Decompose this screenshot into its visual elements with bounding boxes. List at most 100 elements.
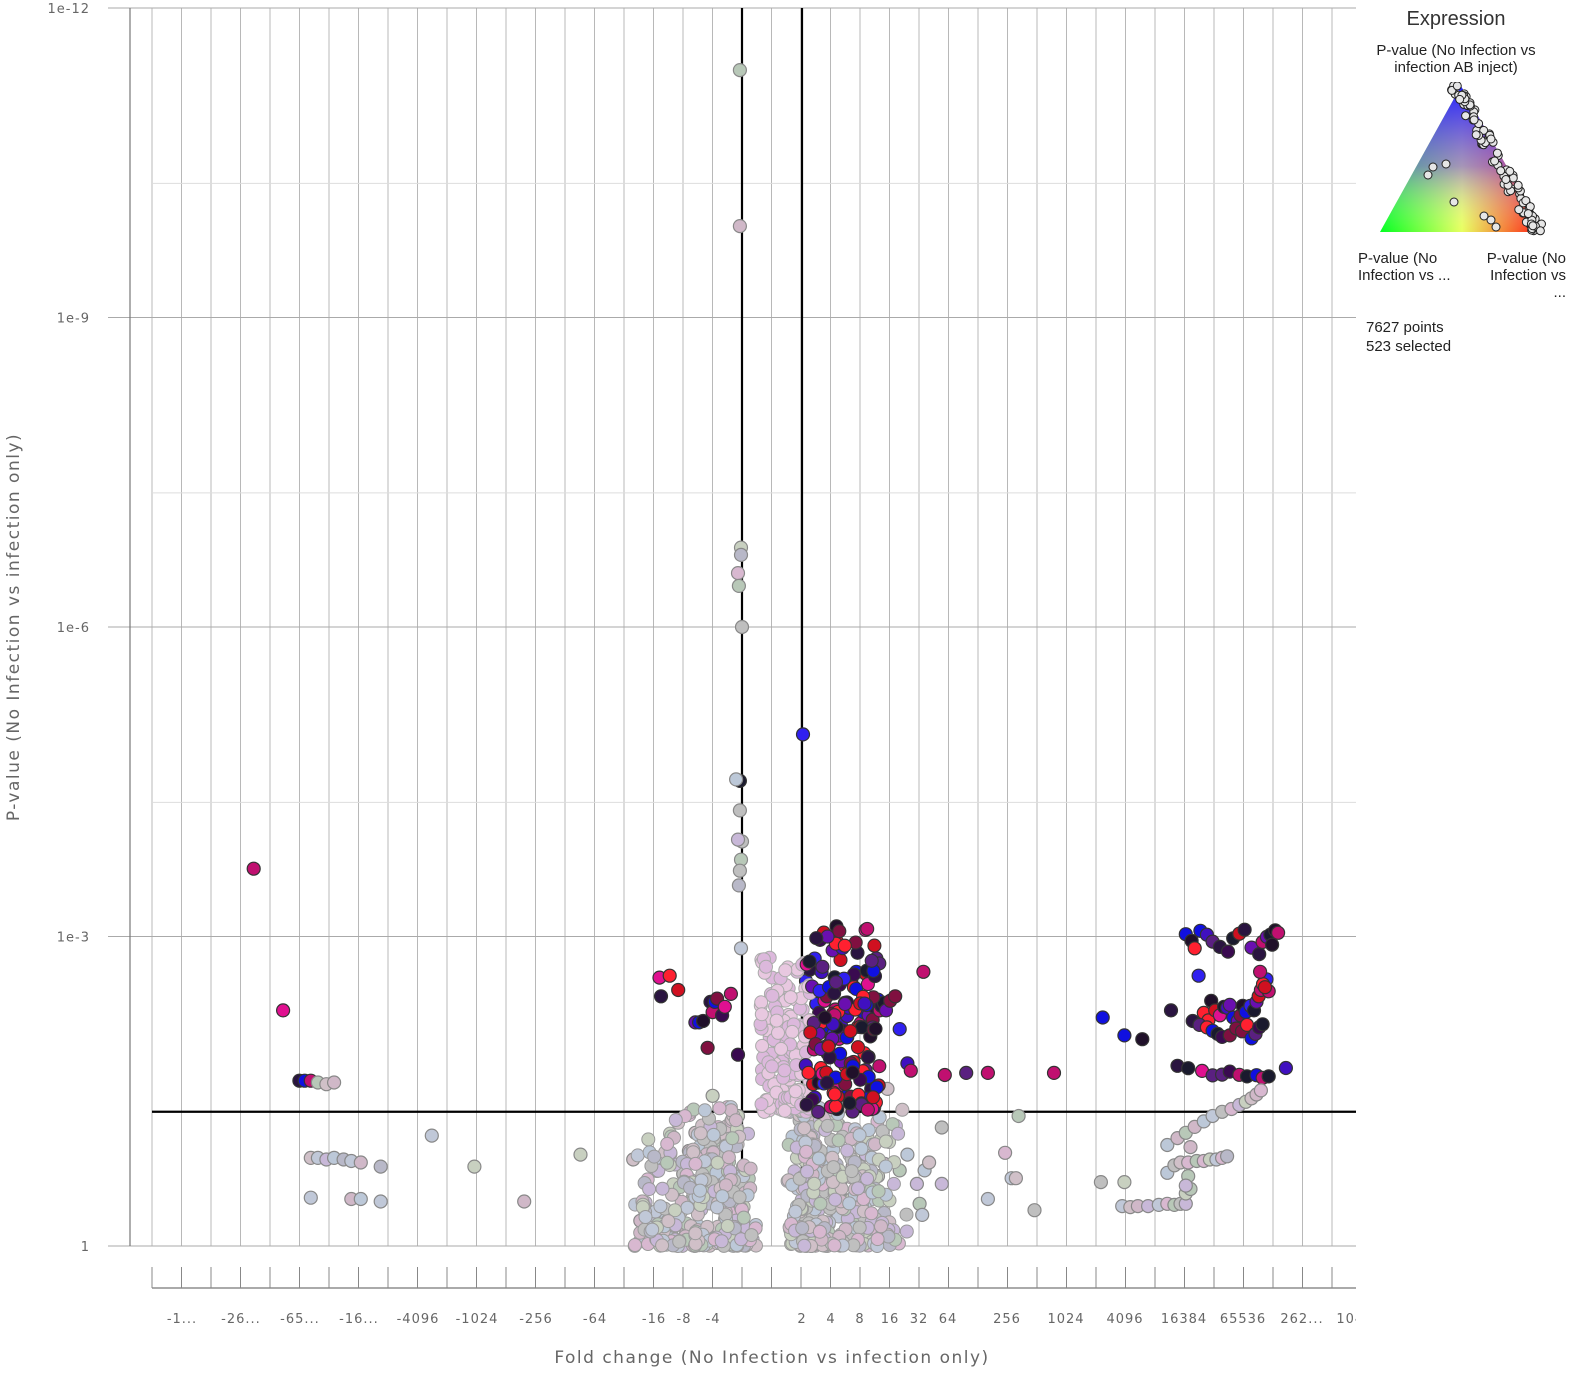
unselected-point[interactable]	[899, 1224, 914, 1239]
selected-point[interactable]	[860, 921, 875, 936]
unselected-point[interactable]	[777, 1103, 792, 1118]
selected-point[interactable]	[1046, 1065, 1062, 1081]
unselected-point[interactable]	[573, 1147, 588, 1162]
selected-point[interactable]	[850, 1040, 866, 1055]
unselected-point[interactable]	[693, 1126, 708, 1141]
unselected-point[interactable]	[878, 1134, 893, 1149]
unselected-point[interactable]	[720, 1219, 735, 1233]
unselected-point[interactable]	[783, 990, 798, 1005]
selected-point[interactable]	[828, 1099, 843, 1114]
selected-point[interactable]	[811, 1104, 826, 1119]
selected-point[interactable]	[857, 996, 872, 1011]
selected-point[interactable]	[916, 964, 931, 979]
unselected-point[interactable]	[820, 1118, 835, 1133]
selected-point[interactable]	[821, 1039, 836, 1054]
selected-point[interactable]	[1135, 1032, 1150, 1047]
unselected-point[interactable]	[668, 1203, 682, 1218]
unselected-point[interactable]	[712, 1101, 727, 1116]
selected-point[interactable]	[903, 1063, 918, 1078]
selected-point[interactable]	[723, 986, 739, 1002]
selected-point[interactable]	[1191, 968, 1206, 983]
unselected-point[interactable]	[714, 1234, 729, 1249]
unselected-point[interactable]	[728, 1113, 743, 1128]
unselected-point[interactable]	[1219, 1149, 1235, 1164]
unselected-point[interactable]	[795, 1221, 810, 1235]
selected-point[interactable]	[845, 1065, 860, 1080]
unselected-point[interactable]	[827, 1238, 842, 1253]
selected-point[interactable]	[815, 959, 830, 974]
selected-point[interactable]	[867, 938, 882, 953]
selected-point[interactable]	[700, 1040, 715, 1055]
unselected-point[interactable]	[811, 1151, 826, 1166]
unselected-point[interactable]	[800, 1164, 815, 1179]
selected-point[interactable]	[827, 1087, 842, 1102]
unselected-point[interactable]	[327, 1075, 342, 1090]
unselected-point[interactable]	[900, 1147, 915, 1162]
unselected-point[interactable]	[1183, 1139, 1198, 1155]
selected-point[interactable]	[730, 1047, 746, 1062]
selected-point[interactable]	[809, 931, 824, 946]
unselected-point[interactable]	[777, 1063, 792, 1078]
unselected-point[interactable]	[886, 1176, 901, 1191]
selected-point[interactable]	[802, 954, 817, 969]
selected-point[interactable]	[837, 938, 852, 953]
unselected-point[interactable]	[852, 1128, 867, 1143]
unselected-point[interactable]	[785, 1024, 800, 1039]
unselected-point[interactable]	[840, 1143, 855, 1158]
unselected-point[interactable]	[732, 219, 748, 234]
unselected-point[interactable]	[864, 1206, 879, 1221]
unselected-point[interactable]	[373, 1159, 388, 1174]
unselected-point[interactable]	[672, 1234, 687, 1249]
unselected-point[interactable]	[826, 1160, 841, 1175]
unselected-point[interactable]	[730, 832, 746, 847]
unselected-point[interactable]	[733, 547, 749, 563]
selected-point[interactable]	[892, 1021, 907, 1037]
selected-point[interactable]	[1278, 1060, 1294, 1076]
selected-point[interactable]	[820, 1075, 835, 1090]
unselected-point[interactable]	[424, 1128, 439, 1143]
unselected-point[interactable]	[303, 1190, 318, 1205]
selected-point[interactable]	[843, 1024, 858, 1039]
selected-point[interactable]	[1270, 925, 1286, 940]
unselected-point[interactable]	[353, 1191, 368, 1207]
unselected-point[interactable]	[725, 1131, 740, 1146]
unselected-point[interactable]	[731, 578, 747, 594]
unselected-point[interactable]	[771, 1025, 785, 1040]
selected-point[interactable]	[832, 924, 847, 939]
volcano-plot[interactable]: 1e-12 1e-9 1e-6 1e-3 1 -1... -26... -65... -16.…	[0, 0, 1356, 1394]
unselected-point[interactable]	[1027, 1203, 1042, 1218]
unselected-point[interactable]	[1178, 1178, 1193, 1193]
unselected-point[interactable]	[680, 1200, 695, 1215]
unselected-point[interactable]	[744, 1228, 759, 1243]
selected-point[interactable]	[868, 1021, 883, 1036]
unselected-point[interactable]	[934, 1176, 949, 1192]
selected-point[interactable]	[795, 727, 811, 742]
unselected-point[interactable]	[630, 1148, 645, 1163]
unselected-point[interactable]	[1011, 1108, 1026, 1124]
selected-point[interactable]	[1222, 997, 1237, 1013]
unselected-point[interactable]	[980, 1191, 996, 1207]
selected-point[interactable]	[1257, 980, 1273, 995]
unselected-point[interactable]	[1008, 1171, 1024, 1186]
selected-point[interactable]	[837, 996, 853, 1012]
unselected-point[interactable]	[1117, 1174, 1132, 1190]
selected-point[interactable]	[276, 1003, 291, 1018]
unselected-point[interactable]	[854, 1141, 869, 1156]
selected-point[interactable]	[801, 1065, 816, 1080]
unselected-point[interactable]	[799, 1144, 814, 1159]
unselected-point[interactable]	[710, 1200, 724, 1215]
unselected-point[interactable]	[688, 1156, 703, 1171]
unselected-point[interactable]	[871, 1184, 886, 1199]
selected-point[interactable]	[860, 1102, 875, 1117]
unselected-point[interactable]	[860, 1171, 875, 1186]
selected-point[interactable]	[717, 999, 732, 1014]
unselected-point[interactable]	[759, 959, 773, 974]
selected-point[interactable]	[246, 861, 261, 876]
selected-point[interactable]	[1255, 1017, 1270, 1032]
unselected-point[interactable]	[765, 988, 780, 1003]
unselected-point[interactable]	[842, 1196, 857, 1211]
selected-point[interactable]	[671, 982, 686, 998]
unselected-point[interactable]	[467, 1159, 482, 1174]
unselected-point[interactable]	[934, 1120, 949, 1135]
unselected-point[interactable]	[373, 1194, 388, 1209]
